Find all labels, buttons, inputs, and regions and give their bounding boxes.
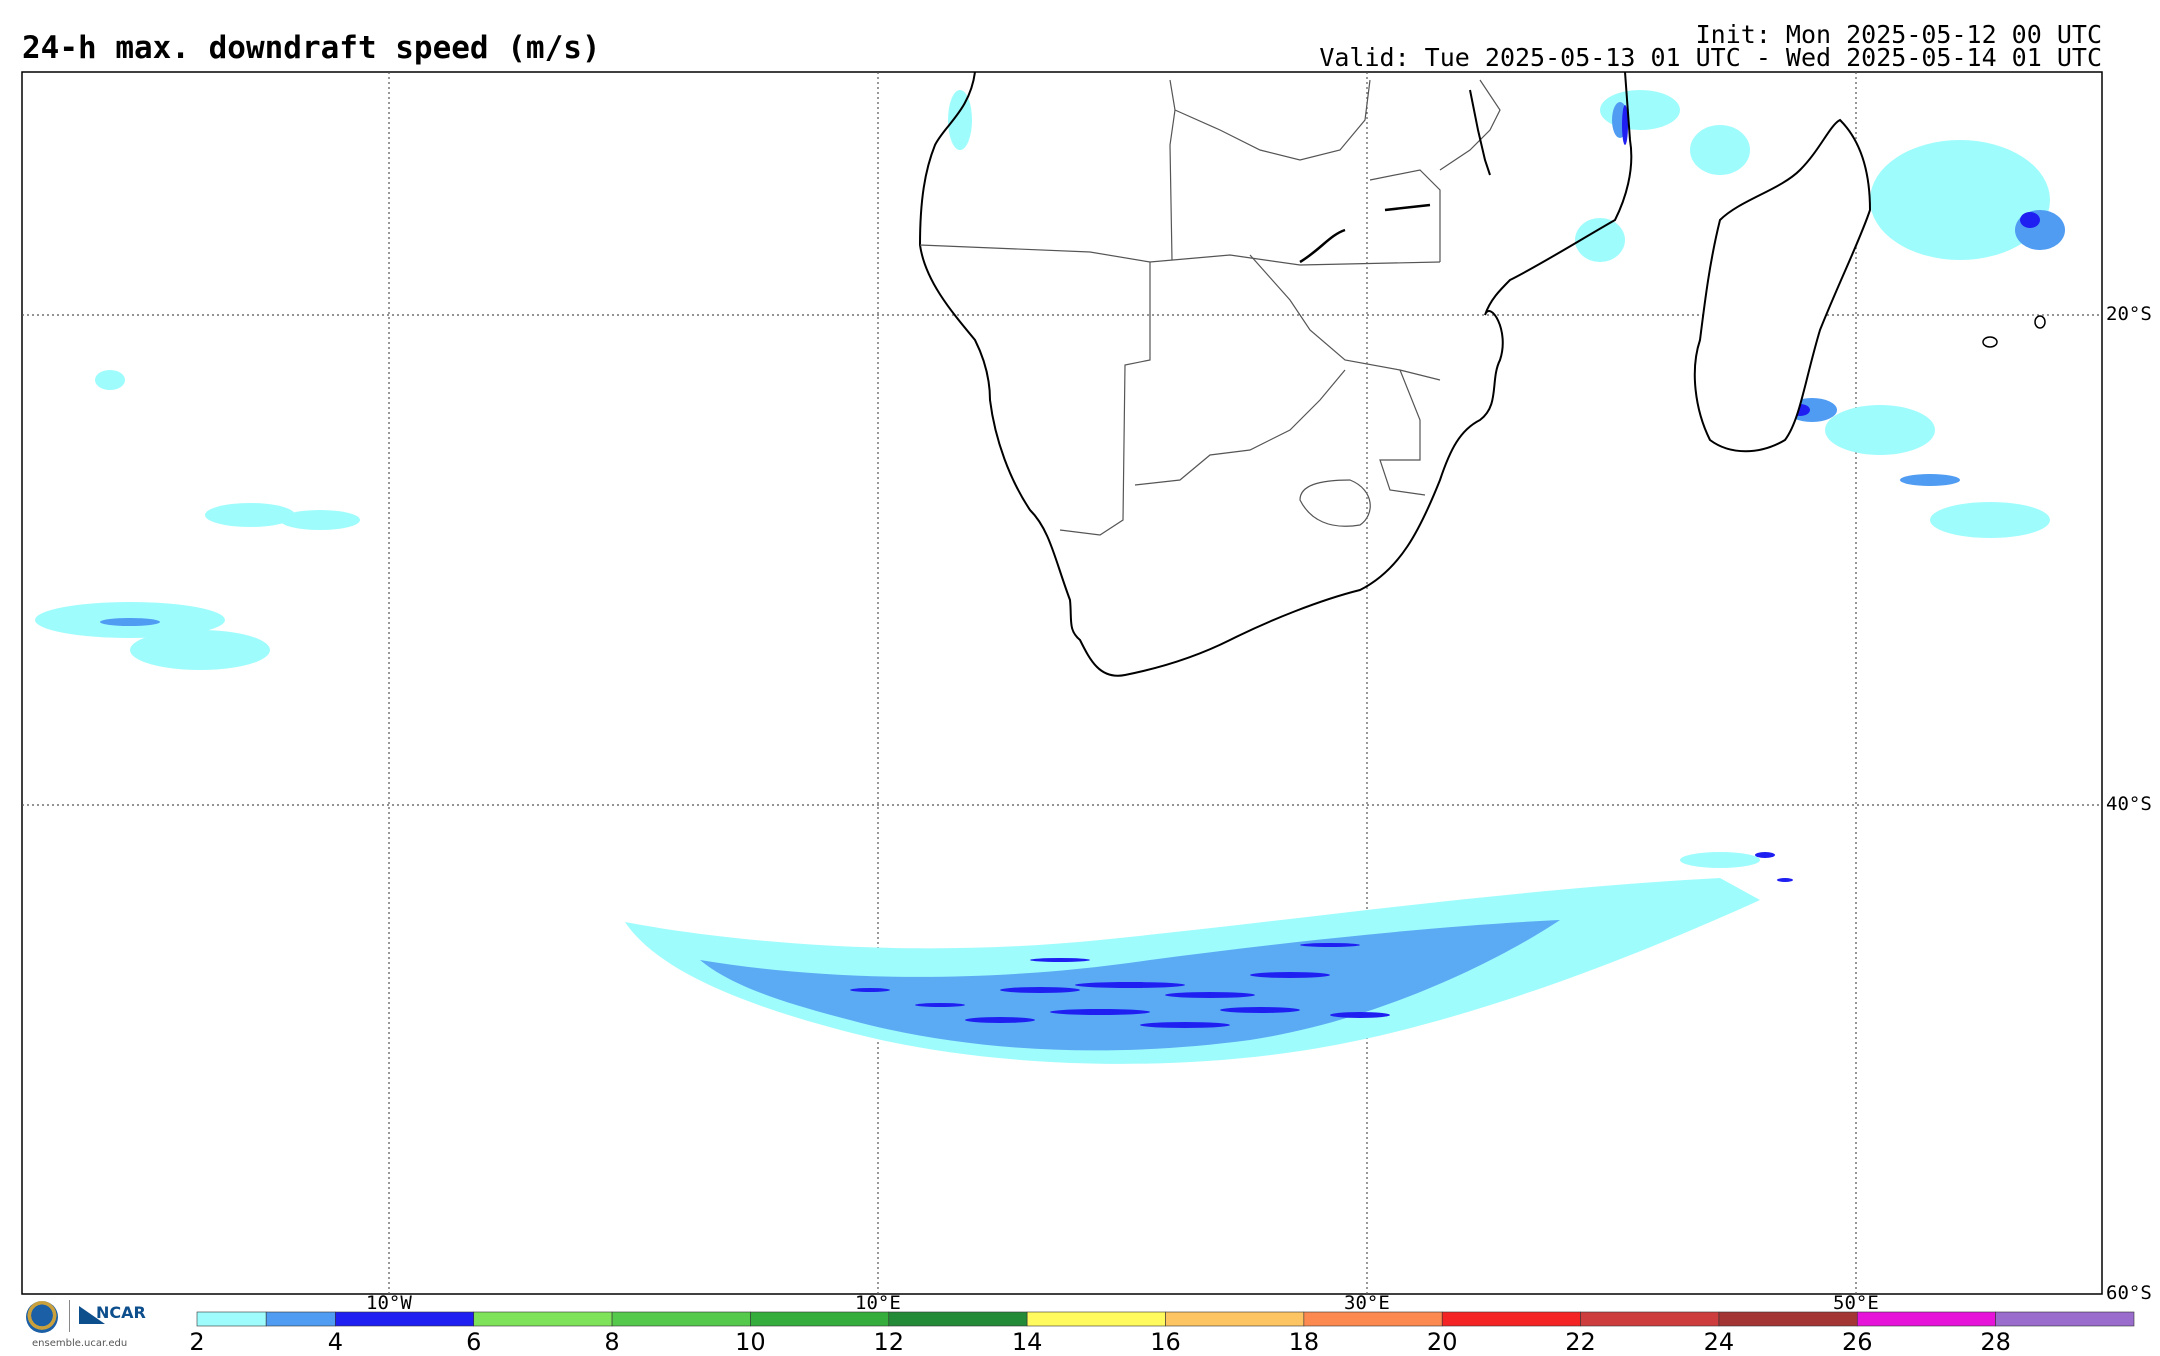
lon-label-50e: 50°E (1833, 1292, 1879, 1314)
colorbar-bin-8 (1165, 1311, 1305, 1327)
lon-label-10w: 10°W (366, 1292, 412, 1314)
map-title: 24-h max. downdraft speed (m/s) (22, 30, 601, 66)
lon-label-30e: 30°E (1344, 1292, 1390, 1314)
colorbar (196, 1311, 2135, 1327)
colorbar-bin-11 (1580, 1311, 1720, 1327)
lat-label-20s: 20°S (2106, 303, 2152, 325)
madagascar-coastline (1693, 118, 1872, 453)
lake-border (1384, 203, 1431, 212)
africa-coastline (918, 71, 1633, 677)
colorbar-bin-3 (473, 1311, 613, 1327)
colorbar-tick-label: 6 (466, 1328, 482, 1356)
colorbar-tick-label: 28 (1980, 1328, 2011, 1356)
lake-kariba (1299, 228, 1346, 264)
island-reunion (2034, 315, 2046, 329)
ncar-wordmark: NCAR (96, 1303, 146, 1322)
colorbar-tick-label: 12 (873, 1328, 905, 1356)
colorbar-bin-12 (1718, 1311, 1858, 1327)
colorbar-tick-label: 16 (1150, 1328, 1181, 1356)
colorbar-bin-7 (1026, 1311, 1166, 1327)
island-mauritius (1982, 336, 1998, 348)
colorbar-bin-14 (1995, 1311, 2135, 1327)
colorbar-bin-9 (1303, 1311, 1443, 1327)
colorbar-bin-6 (888, 1311, 1028, 1327)
ncar-mark-icon (79, 1306, 105, 1324)
valid-time: Valid: Tue 2025-05-13 01 UTC - Wed 2025-… (1319, 43, 2102, 72)
colorbar-tick-label: 22 (1565, 1328, 1596, 1356)
nsf-seal-icon (26, 1301, 58, 1333)
colorbar-tick-label: 10 (735, 1328, 766, 1356)
downdraft-speckles (35, 90, 2050, 868)
lake-malawi (1469, 89, 1491, 176)
lon-label-10e: 10°E (855, 1292, 901, 1314)
colorbar-bin-10 (1441, 1311, 1581, 1327)
colorbar-tick-label: 18 (1288, 1328, 1320, 1356)
colorbar-bin-5 (750, 1311, 890, 1327)
colorbar-tick-label: 26 (1842, 1328, 1873, 1356)
site-url: ensemble.ucar.edu (32, 1338, 128, 1349)
colorbar-bin-13 (1856, 1311, 1996, 1327)
lat-label-60s: 60°S (2106, 1282, 2152, 1304)
colorbar-tick-label: 14 (1011, 1328, 1043, 1356)
gridlines (22, 72, 2102, 1294)
colorbar-bin-4 (611, 1311, 751, 1327)
downdraft-band-south (625, 878, 1760, 1064)
colorbar-bin-1 (265, 1311, 336, 1327)
lat-label-40s: 40°S (2106, 793, 2152, 815)
colorbar-tick-label: 24 (1703, 1328, 1735, 1356)
colorbar-tick-label: 2 (189, 1328, 205, 1356)
lesotho-border (1299, 479, 1371, 527)
band-core (850, 943, 1390, 1028)
colorbar-bin-2 (335, 1311, 475, 1327)
colorbar-bin-0 (196, 1311, 267, 1327)
colorbar-tick-label: 4 (327, 1328, 343, 1356)
country-borders (919, 79, 1501, 536)
ncar-logo: NCAR ensemble.ucar.edu (22, 1298, 162, 1354)
colorbar-tick-label: 8 (604, 1328, 620, 1356)
colorbar-tick-label: 20 (1426, 1328, 1458, 1356)
init-time: Init: Mon 2025-05-12 00 UTC (1695, 20, 2102, 49)
logo-divider (69, 1300, 70, 1332)
